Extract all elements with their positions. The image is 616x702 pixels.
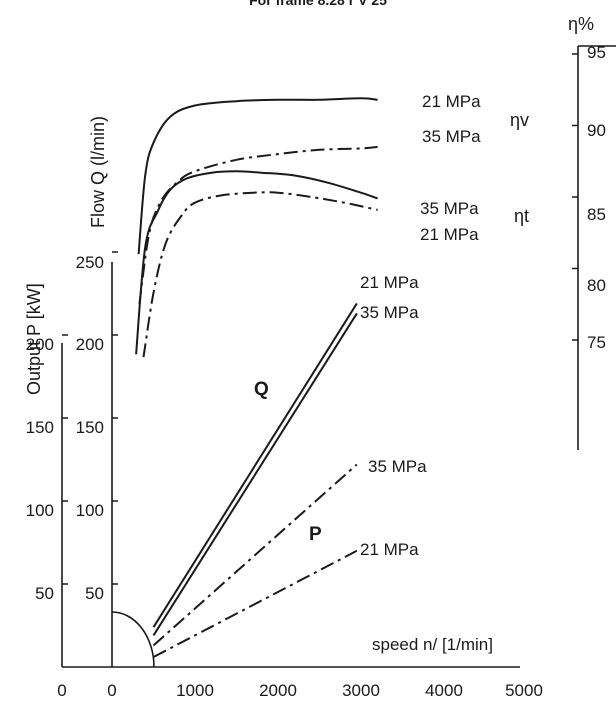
power-axis-title: Output P [kW] — [24, 283, 44, 395]
flow-tick-label: 200 — [76, 335, 104, 354]
power-tick-label: 200 — [26, 335, 54, 354]
speed-tick-label: 3000 — [342, 681, 380, 700]
power-axis-zero-label: 0 — [57, 681, 66, 700]
series-line-p-35mpa — [152, 463, 358, 647]
series-line-t-21mpa — [142, 191, 378, 358]
series-line-q-35mpa — [152, 312, 358, 636]
eta-t-21mpa-label: 21 MPa — [420, 225, 479, 244]
speed-tick-label: 5000 — [505, 681, 543, 700]
eta-v-35mpa-label: 35 MPa — [422, 127, 481, 146]
p-21mpa-label: 21 MPa — [360, 540, 419, 559]
origin-arc — [111, 611, 155, 668]
flow-tick-label: 50 — [85, 584, 104, 603]
q-group-label: Q — [254, 379, 269, 400]
flow-axis-title: Flow Q (l/min) — [88, 116, 108, 228]
series-line-v-35mpa — [138, 145, 378, 305]
power-tick-label: 150 — [26, 418, 54, 437]
series-line-v-21mpa — [137, 97, 378, 255]
speed-tick-labels: 0 1000 2000 3000 4000 5000 0 — [57, 681, 543, 700]
efficiency-tick-label: 85 — [587, 205, 606, 224]
flow-tick-labels: 50 100 150 200 250 — [76, 253, 104, 603]
eta-t-35mpa-label: 35 MPa — [420, 199, 479, 218]
speed-tick-label: 1000 — [176, 681, 214, 700]
q-35mpa-label: 35 MPa — [360, 303, 419, 322]
power-tick-label: 100 — [26, 501, 54, 520]
efficiency-tick-label: 80 — [587, 276, 606, 295]
efficiency-tick-label: 95 — [587, 43, 606, 62]
q-21mpa-label: 21 MPa — [360, 273, 419, 292]
chart-title: For frame 8.28 r V 25 — [249, 0, 387, 8]
tick-marks — [62, 53, 578, 585]
series-line-p-21mpa — [153, 549, 358, 658]
efficiency-axis-title: η% — [568, 14, 594, 34]
speed-tick-label: 0 — [107, 681, 116, 700]
p-group-label: P — [309, 524, 322, 545]
efficiency-tick-label: 90 — [587, 121, 606, 140]
eta-v-21mpa-label: 21 MPa — [422, 92, 481, 111]
power-tick-labels: 50 100 150 200 — [26, 335, 54, 603]
flow-tick-label: 150 — [76, 418, 104, 437]
speed-tick-label: 2000 — [259, 681, 297, 700]
series-layer — [135, 97, 378, 658]
eta-t-symbol: ηt — [514, 206, 529, 226]
series-line-q-21mpa — [152, 302, 358, 628]
curve-annotations: 21 MPa 35 MPa ηv 35 MPa 21 MPa ηt 21 MPa… — [254, 92, 529, 559]
x-axis-title: speed n/ [1/min] — [372, 635, 493, 654]
efficiency-tick-labels: 75 80 85 90 95 — [587, 43, 606, 352]
flow-tick-label: 100 — [76, 501, 104, 520]
power-tick-label: 50 — [35, 584, 54, 603]
p-35mpa-label: 35 MPa — [368, 457, 427, 476]
eta-v-symbol: ηv — [510, 110, 529, 130]
speed-tick-label: 4000 — [425, 681, 463, 700]
efficiency-tick-label: 75 — [587, 333, 606, 352]
flow-tick-label: 250 — [76, 253, 104, 272]
series-line-t-35mpa — [135, 170, 378, 355]
axes — [61, 45, 616, 668]
